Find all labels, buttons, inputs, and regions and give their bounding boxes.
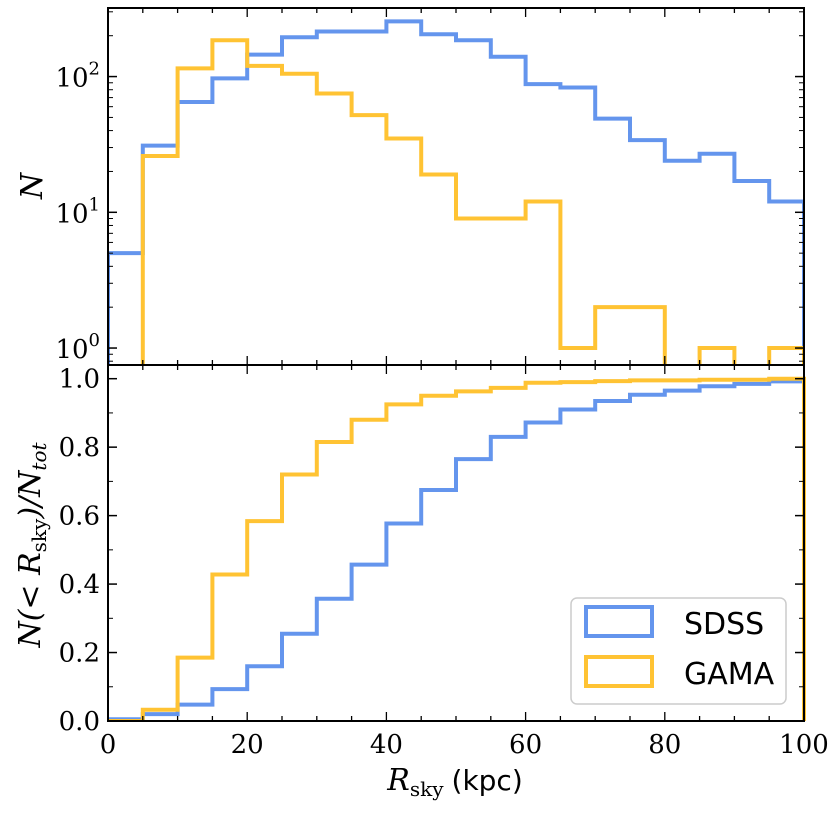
legend-box (570, 597, 787, 705)
bottom-xtick-label: 0 (100, 730, 117, 760)
bottom-xtick-label: 20 (231, 730, 264, 760)
legend-swatch-gama (584, 655, 654, 688)
top-series-gama (140, 38, 804, 365)
bottom-ytick-label: 0.6 (59, 502, 100, 532)
bottom-ytick-label: 0.8 (59, 433, 100, 463)
bottom-panel: 0.0 0.2 0.4 0.6 0.8 1.0 0 20 40 60 80 100 (59, 364, 829, 760)
bottom-ytick-label: 0.2 (59, 639, 100, 669)
bottom-xtick-label: 100 (779, 730, 829, 760)
top-ytick-label: 100 (55, 330, 100, 365)
top-panel: 100 101 102 (55, 7, 805, 366)
bottom-ytick-label: 0.4 (59, 570, 100, 600)
bottom-series-gama (108, 376, 806, 721)
bottom-panel-frame (107, 364, 805, 722)
legend-label-gama: GAMA (684, 657, 775, 692)
bottom-ytick-label: 0.0 (59, 707, 100, 737)
top-y-axis-label: N (15, 171, 50, 200)
bottom-xtick-label: 40 (370, 730, 403, 760)
bottom-xtick-label: 80 (648, 730, 681, 760)
legend-swatch-sdss (584, 605, 654, 638)
bottom-ytick-label: 1.0 (59, 365, 100, 395)
x-axis-label: Rsky (kpc) (386, 763, 523, 801)
legend: SDSS GAMA (570, 597, 787, 705)
bottom-series-sdss (108, 379, 806, 721)
bottom-xtick-label: 60 (509, 730, 542, 760)
top-ytick-label: 102 (55, 59, 100, 94)
legend-label-sdss: SDSS (684, 607, 764, 642)
top-series-sdss (108, 19, 804, 365)
top-ytick-label: 101 (55, 194, 100, 229)
bottom-y-axis-label: N(< Rsky)/Ntot (13, 442, 51, 649)
